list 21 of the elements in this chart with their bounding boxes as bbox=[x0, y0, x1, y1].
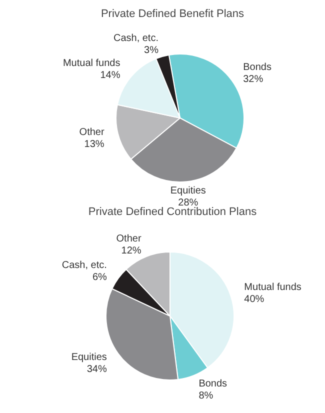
slice-label: Cash, etc. bbox=[113, 33, 158, 44]
data-label: 3% bbox=[144, 45, 159, 56]
data-label: 12% bbox=[121, 245, 142, 256]
data-label: 32% bbox=[243, 74, 264, 86]
data-label: 14% bbox=[100, 70, 120, 81]
data-label: 40% bbox=[244, 294, 264, 305]
slice-label: Mutual funds bbox=[244, 282, 302, 293]
slice-label: Bonds bbox=[198, 378, 228, 390]
slice-label: Equities bbox=[71, 352, 107, 363]
data-label: 8% bbox=[198, 390, 214, 402]
chart-title: Private Defined Benefit Plans bbox=[100, 8, 246, 22]
slice-label: Cash, etc. bbox=[62, 260, 107, 272]
data-label: 34% bbox=[86, 364, 108, 375]
data-label: 13% bbox=[84, 138, 104, 150]
slice-label: Equities bbox=[170, 186, 206, 197]
data-label: 6% bbox=[92, 272, 108, 284]
slice-label: Other bbox=[116, 233, 142, 244]
slice-label: Mutual funds bbox=[62, 58, 120, 69]
chart-title: Private Defined Contribution Plans bbox=[87, 206, 258, 220]
slice-label: Bonds bbox=[243, 62, 272, 74]
slice-label: Other bbox=[79, 126, 105, 138]
